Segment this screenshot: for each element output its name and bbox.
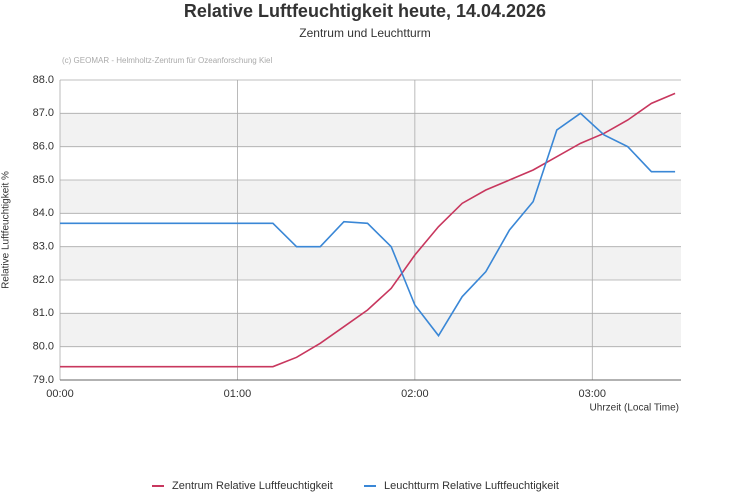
y-tick-label: 84.0 (33, 207, 54, 219)
y-tick-label: 82.0 (33, 274, 54, 286)
grid-band (60, 180, 681, 214)
y-tick-label: 85.0 (33, 174, 54, 186)
chart-title: Relative Luftfeuchtigkeit heute, 14.04.2… (184, 1, 546, 21)
plot-background (60, 113, 681, 347)
y-tick-label: 80.0 (33, 341, 54, 353)
y-tick-label: 79.0 (33, 374, 54, 386)
grid-band (60, 313, 681, 347)
grid-band (60, 113, 681, 147)
chart-subtitle: Zentrum und Leuchtturm (299, 26, 430, 40)
x-tick-label: 00:00 (46, 388, 74, 400)
data-line (60, 112, 676, 338)
credit: (c) GEOMAR - Helmholtz-Zentrum für Ozean… (62, 56, 273, 65)
y-axis-label: Relative Luftfeuchtigkeit % (1, 171, 12, 289)
grid-band (60, 246, 681, 280)
y-tick-label: 87.0 (33, 107, 54, 119)
x-tick-label: 03:00 (579, 388, 607, 400)
y-tick-label: 81.0 (33, 307, 54, 319)
legend-label: Zentrum Relative Luftfeuchtigkeit (172, 480, 333, 492)
x-tick-label: 01:00 (224, 388, 252, 400)
y-tick-label: 83.0 (33, 241, 54, 253)
x-axis-label: Uhrzeit (Local Time) (590, 403, 679, 414)
y-tick-label: 86.0 (33, 141, 54, 153)
legend-label: Leuchtturm Relative Luftfeuchtigkeit (384, 480, 559, 492)
data-line (60, 92, 676, 368)
y-tick-label: 88.0 (33, 74, 54, 86)
x-tick-label: 02:00 (401, 388, 429, 400)
